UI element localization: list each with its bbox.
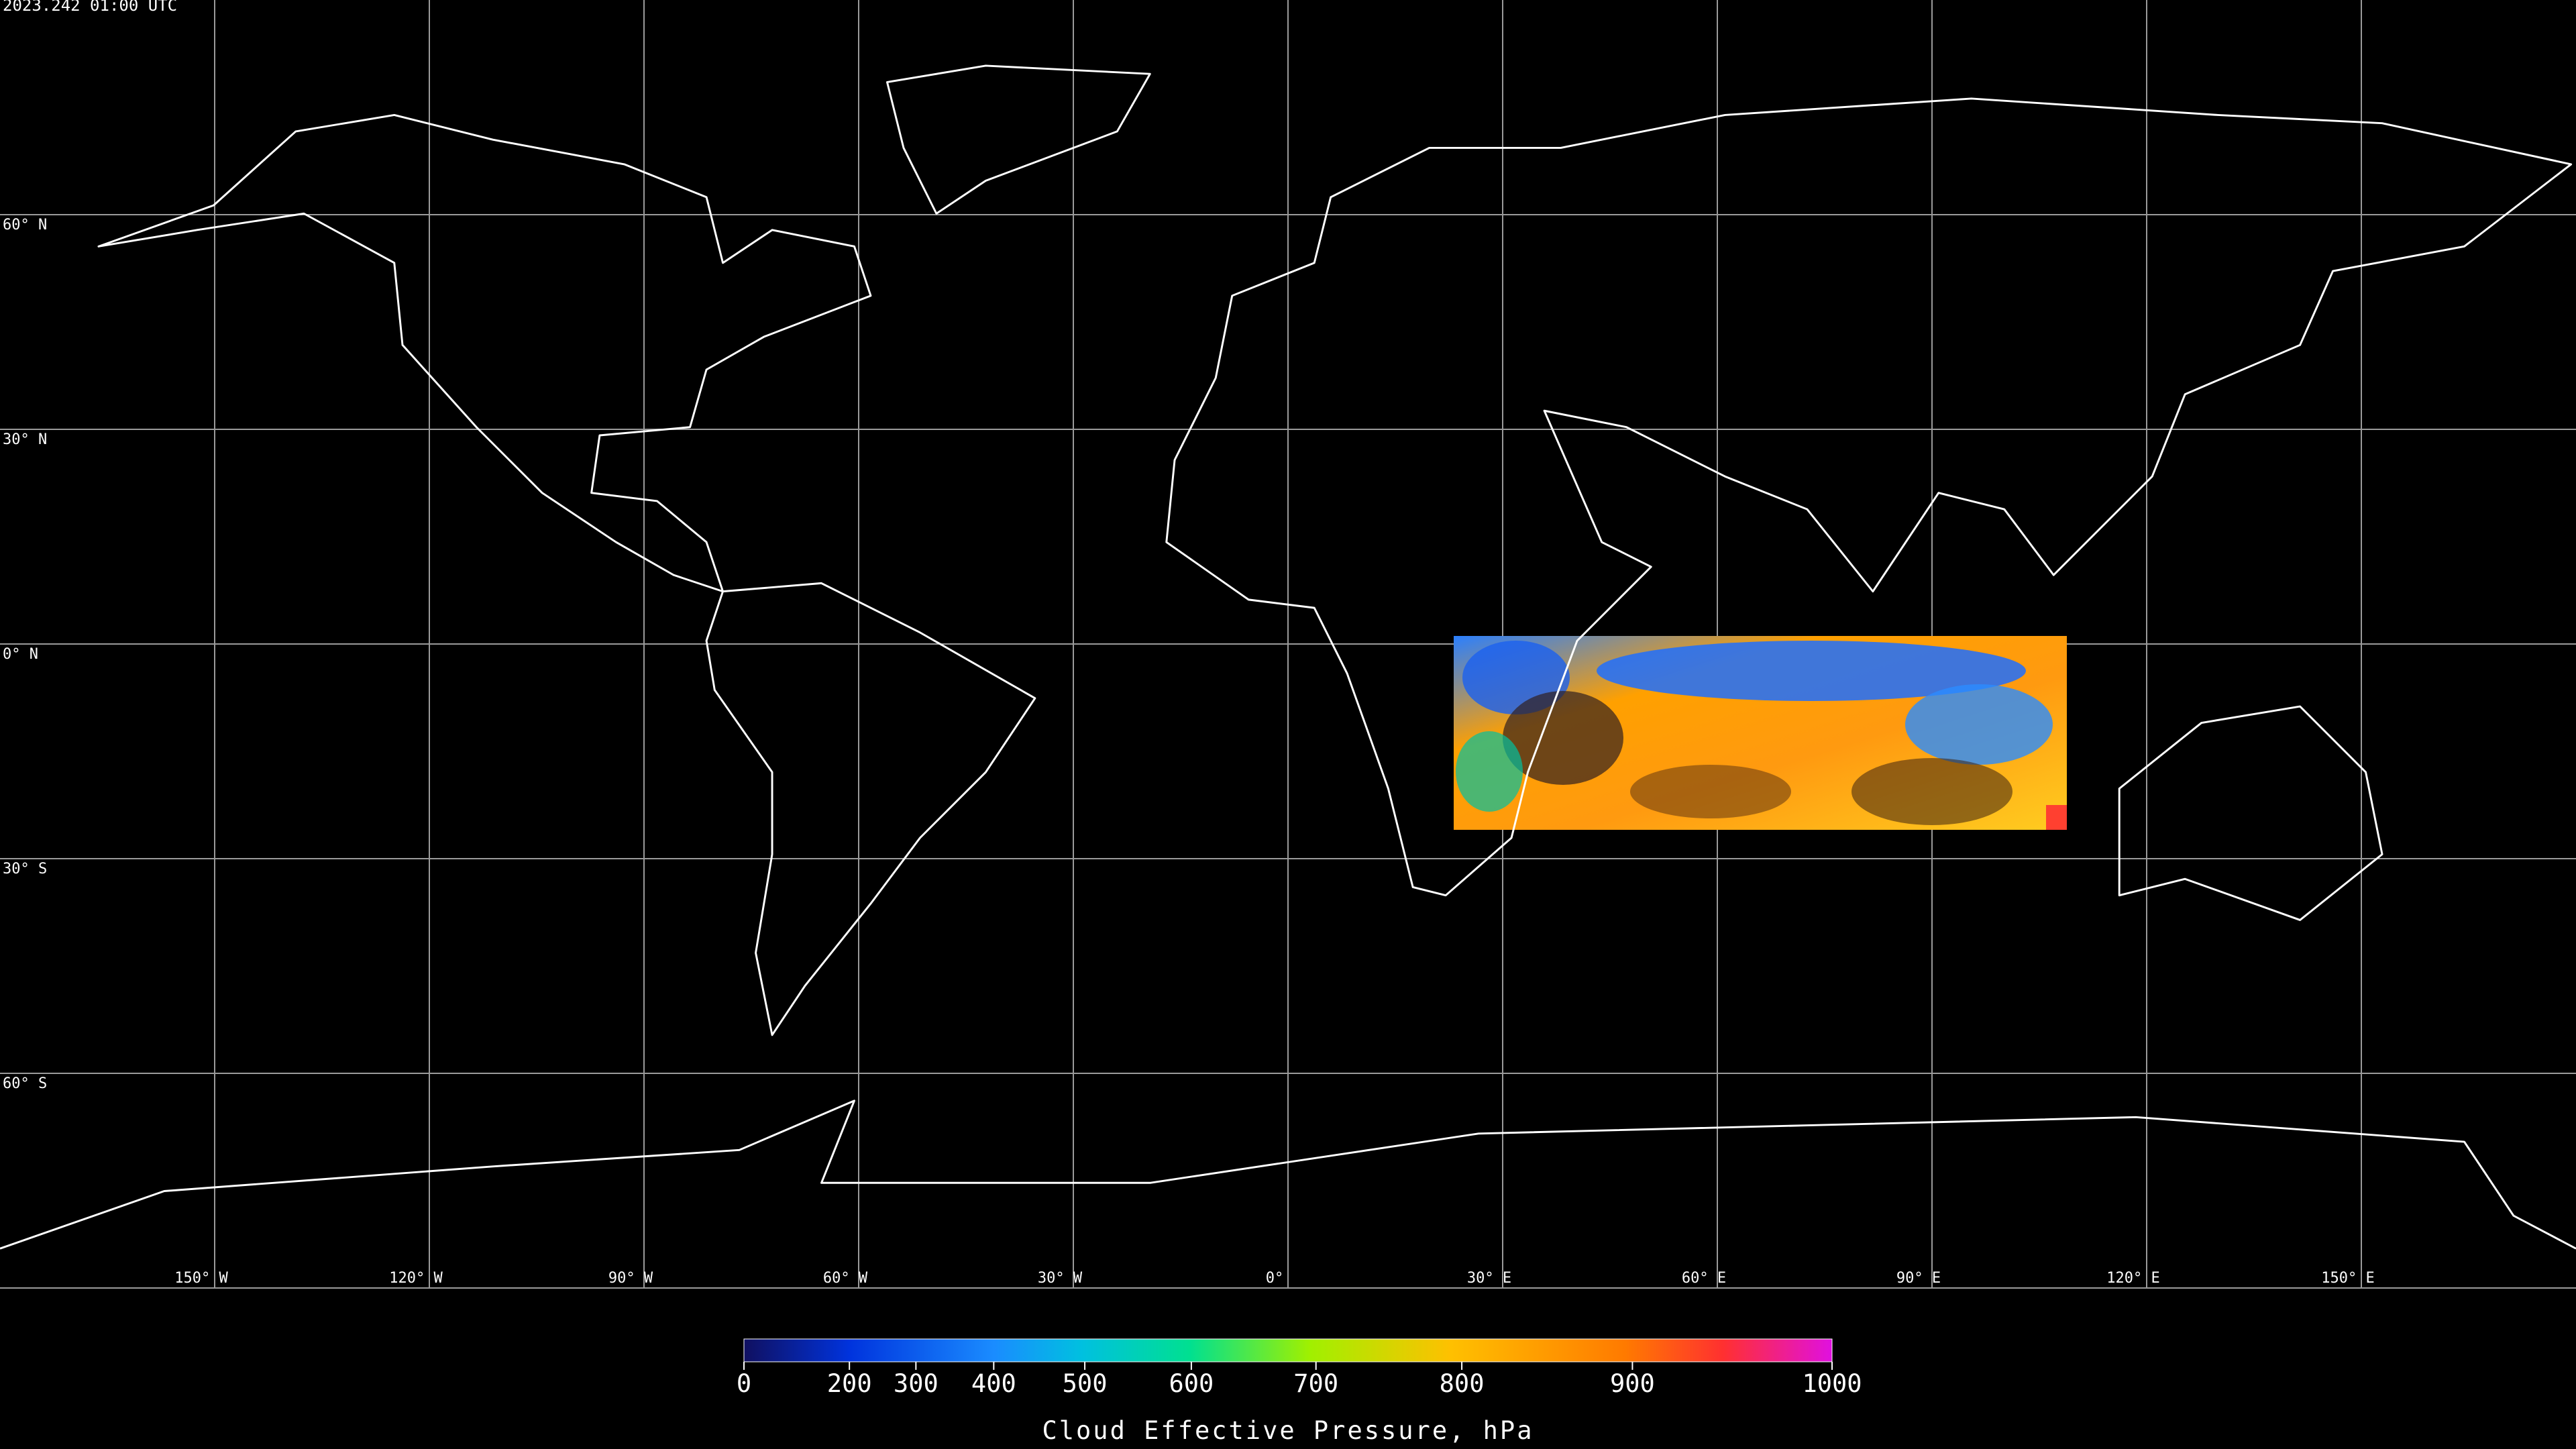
colorbar-tick-label: 800 xyxy=(1440,1369,1485,1398)
cloud-swath xyxy=(1454,636,2067,830)
colorbar-tick-label: 600 xyxy=(1169,1369,1214,1398)
colorbar-tick-label: 500 xyxy=(1063,1369,1108,1398)
colorbar xyxy=(744,1339,1832,1362)
colorbar-tick-label: 200 xyxy=(827,1369,872,1398)
colorbar-label: Cloud Effective Pressure, hPa xyxy=(1042,1416,1534,1445)
colorbar-tick-label: 1000 xyxy=(1802,1369,1862,1398)
lat-label: 60° N xyxy=(3,217,47,233)
lat-label: 60° S xyxy=(3,1075,47,1092)
lon-label: 150° W xyxy=(174,1270,228,1287)
map-view: 150° W 120° W 90° W 60° W 30° W 0° 30° E 60° E 9… xyxy=(0,0,2576,1449)
lon-label: 90° E xyxy=(1896,1270,1941,1287)
lat-label: 30° N xyxy=(3,431,47,448)
lon-label: 120° W xyxy=(389,1270,443,1287)
lon-label: 0° xyxy=(1266,1270,1284,1287)
lon-label: 30° E xyxy=(1467,1270,1511,1287)
colorbar-tick-label: 300 xyxy=(894,1369,938,1398)
lat-label: 0° N xyxy=(3,646,38,663)
lat-label: 30° S xyxy=(3,861,47,877)
colorbar-tick-label: 700 xyxy=(1293,1369,1338,1398)
lon-label: 150° E xyxy=(2321,1270,2374,1287)
lon-label: 30° W xyxy=(1038,1270,1083,1287)
lon-label: 60° W xyxy=(823,1270,868,1287)
lon-label: 120° E xyxy=(2106,1270,2159,1287)
lon-label: 90° W xyxy=(608,1270,653,1287)
timestamp: 2023.242 01:00 UTC xyxy=(3,0,177,15)
colorbar-tick-label: 400 xyxy=(971,1369,1016,1398)
lon-label: 60° E xyxy=(1682,1270,1726,1287)
colorbar-tick-label: 900 xyxy=(1610,1369,1655,1398)
colorbar-tick-label: 0 xyxy=(737,1369,751,1398)
page: 150° W 120° W 90° W 60° W 30° W 0° 30° E 60° E 9… xyxy=(0,0,2576,1449)
